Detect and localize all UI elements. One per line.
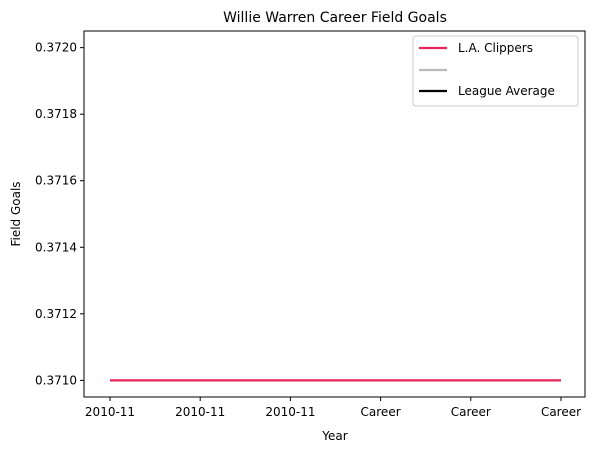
x-tick-label: Career (361, 405, 401, 419)
x-tick-label: 2010-11 (265, 405, 315, 419)
y-axis-ticks: 0.3710 0.3712 0.3714 0.3716 0.3718 0.3720 (35, 41, 84, 388)
x-axis-ticks: 2010-11 2010-11 2010-11 Career Career Career (85, 397, 581, 419)
y-tick-label: 0.3714 (35, 240, 77, 254)
x-tick-label: Career (541, 405, 581, 419)
y-tick-label: 0.3718 (35, 107, 77, 121)
y-tick-label: 0.3712 (35, 307, 77, 321)
x-axis-label: Year (321, 429, 347, 443)
y-tick-label: 0.3710 (35, 373, 77, 387)
legend: L.A. Clippers League Average (413, 36, 578, 106)
legend-label-league-average: League Average (458, 84, 555, 98)
y-tick-label: 0.3716 (35, 174, 77, 188)
x-tick-label: 2010-11 (85, 405, 135, 419)
chart-title: Willie Warren Career Field Goals (223, 10, 447, 26)
y-tick-label: 0.3720 (35, 41, 77, 55)
legend-label-clippers: L.A. Clippers (458, 41, 533, 55)
x-tick-label: Career (451, 405, 491, 419)
x-tick-label: 2010-11 (175, 405, 225, 419)
y-axis-label: Field Goals (9, 181, 23, 246)
